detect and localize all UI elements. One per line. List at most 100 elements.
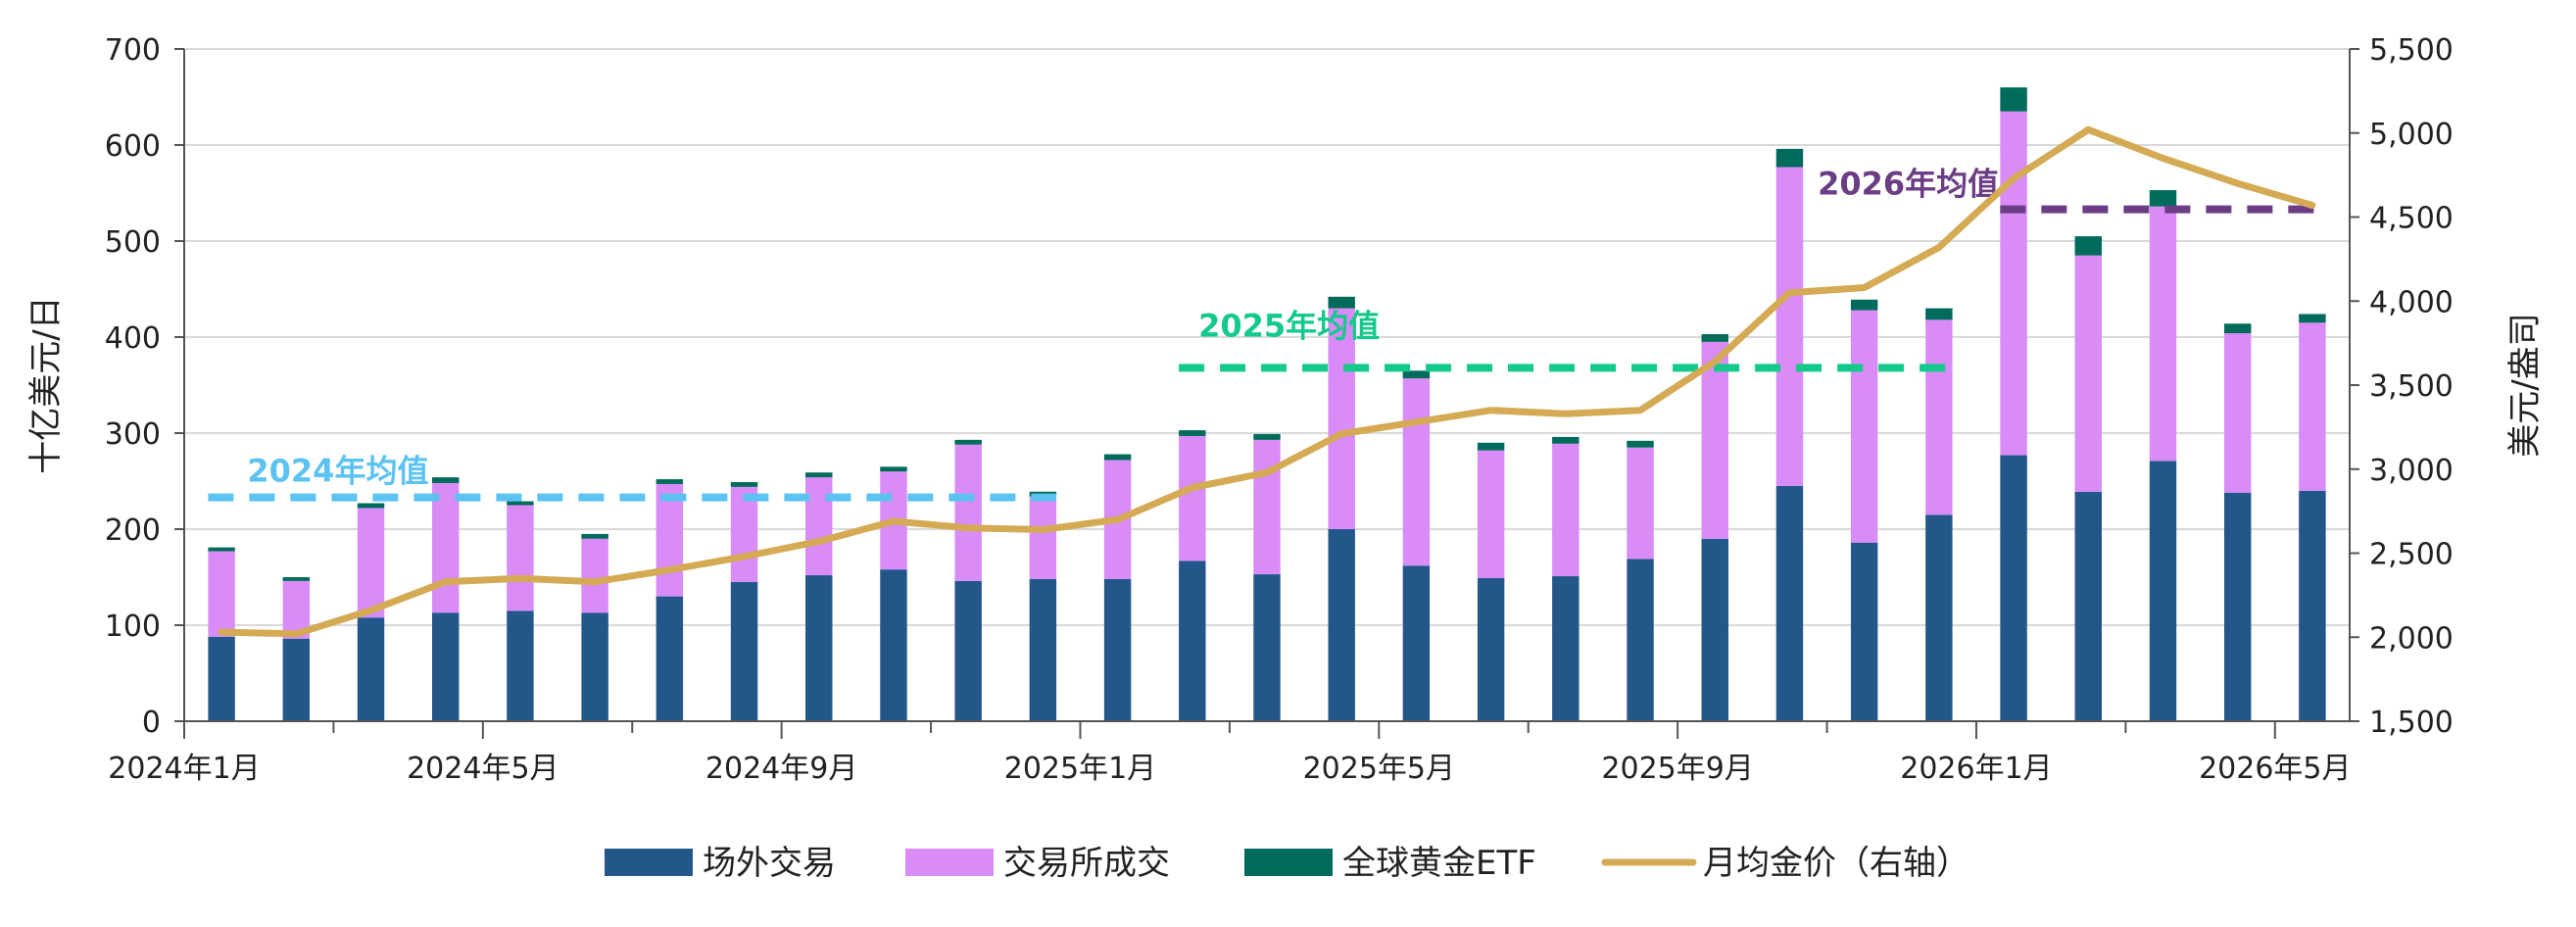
bars-layer bbox=[208, 87, 2326, 721]
bar-otc bbox=[507, 610, 534, 721]
bar-etf bbox=[1328, 296, 1355, 309]
legend-label: 全球黄金ETF bbox=[1342, 844, 1536, 883]
bar-exchange bbox=[1701, 341, 1728, 539]
price-line-layer bbox=[218, 125, 2316, 638]
bar-etf bbox=[1925, 308, 1953, 320]
bar-otc bbox=[656, 596, 684, 721]
x-tick-label: 2024年9月 bbox=[705, 752, 857, 786]
bar-etf bbox=[1477, 442, 1505, 451]
bar-exchange bbox=[507, 505, 534, 611]
bar-etf bbox=[1701, 334, 1728, 342]
bar-etf bbox=[282, 577, 311, 581]
bar-exchange bbox=[730, 486, 758, 582]
bar-otc bbox=[2074, 491, 2102, 721]
x-tick-label: 2024年1月 bbox=[108, 752, 260, 786]
bar-etf bbox=[1775, 148, 1804, 168]
legend-label: 交易所成交 bbox=[1003, 844, 1170, 883]
y-tick-label: 400 bbox=[105, 321, 161, 356]
average-label: 2026年均值 bbox=[1818, 166, 1999, 203]
y-tick-label: 600 bbox=[105, 129, 161, 164]
y2-tick-label: 3,500 bbox=[2369, 369, 2454, 404]
y-tick-label: 300 bbox=[105, 417, 161, 452]
y2-tick-label: 2,000 bbox=[2369, 621, 2454, 656]
bar-otc bbox=[1253, 574, 1281, 721]
y2-axis-title: 美元/盎司 bbox=[2505, 313, 2545, 457]
bar-etf bbox=[1552, 436, 1580, 444]
y2-tick-label: 4,000 bbox=[2369, 285, 2454, 319]
bar-etf bbox=[432, 477, 460, 483]
bar-exchange bbox=[1477, 450, 1505, 578]
bar-exchange bbox=[2299, 322, 2326, 491]
bar-exchange bbox=[1402, 378, 1431, 566]
bar-etf bbox=[1103, 454, 1132, 461]
bar-otc bbox=[730, 581, 758, 721]
legend-label: 月均金价（右轴） bbox=[1703, 844, 1969, 883]
bar-etf bbox=[2149, 190, 2177, 207]
bar-exchange bbox=[805, 477, 833, 576]
bar-otc bbox=[1701, 538, 1728, 721]
y-tick-label: 700 bbox=[105, 33, 161, 68]
x-tick-label: 2025年5月 bbox=[1303, 752, 1455, 786]
bar-exchange bbox=[1552, 443, 1580, 577]
bar-etf bbox=[208, 547, 235, 552]
bar-otc bbox=[1477, 577, 1505, 721]
bar-etf bbox=[2074, 236, 2102, 256]
bar-exchange bbox=[2074, 255, 2102, 492]
legend: 场外交易 交易所成交 全球黄金ETF 月均金价（右轴） bbox=[605, 844, 1969, 883]
legend-swatch bbox=[905, 849, 994, 876]
average-label: 2024年均值 bbox=[247, 453, 428, 490]
bar-otc bbox=[1925, 514, 1953, 721]
bar-exchange bbox=[581, 538, 608, 613]
bar-exchange bbox=[1328, 308, 1355, 529]
bar-exchange bbox=[1627, 447, 1654, 560]
y-tick-label: 0 bbox=[142, 706, 161, 740]
bar-otc bbox=[1328, 529, 1355, 721]
legend-swatch bbox=[1244, 849, 1333, 876]
bar-etf bbox=[507, 501, 534, 506]
bar-etf bbox=[2299, 314, 2326, 323]
bar-exchange bbox=[1925, 319, 1953, 515]
bar-etf bbox=[1179, 430, 1206, 436]
y2-tick-label: 1,500 bbox=[2369, 706, 2454, 740]
bar-otc bbox=[2000, 455, 2027, 721]
x-tick-label: 2026年1月 bbox=[1900, 752, 2052, 786]
bar-etf bbox=[805, 472, 833, 478]
bar-otc bbox=[357, 617, 385, 721]
gold-price-line bbox=[218, 125, 2316, 638]
bar-etf bbox=[1402, 370, 1431, 379]
bar-exchange bbox=[1029, 496, 1057, 579]
bar-otc bbox=[2149, 461, 2177, 721]
bar-etf bbox=[730, 481, 758, 487]
bar-exchange bbox=[1179, 435, 1206, 561]
axes-layer: 0 100 200 300 400 500 600 700 1,500 2,000 2,500 3,0… bbox=[26, 33, 2545, 786]
y-tick-label: 200 bbox=[105, 513, 161, 548]
y2-tick-label: 3,000 bbox=[2369, 454, 2454, 488]
bar-otc bbox=[2223, 492, 2252, 721]
bar-otc bbox=[805, 575, 833, 721]
legend-label: 场外交易 bbox=[703, 844, 836, 883]
x-tick-label: 2025年1月 bbox=[1004, 752, 1156, 786]
bar-etf bbox=[2000, 87, 2027, 112]
y-tick-label: 100 bbox=[105, 610, 161, 644]
bar-etf bbox=[357, 503, 385, 509]
bar-otc bbox=[208, 636, 235, 721]
bar-exchange bbox=[2223, 333, 2252, 493]
bar-otc bbox=[880, 569, 907, 721]
average-lines-layer: 2024年均值 2025年均值 2026年均值 bbox=[208, 166, 2326, 502]
average-label: 2025年均值 bbox=[1198, 307, 1380, 344]
y-tick-label: 500 bbox=[105, 225, 161, 260]
bar-otc bbox=[1552, 576, 1580, 721]
bar-etf bbox=[1850, 299, 1878, 311]
bar-etf bbox=[581, 533, 608, 539]
bar-otc bbox=[954, 580, 982, 721]
y2-tick-label: 5,500 bbox=[2369, 33, 2454, 68]
bar-etf bbox=[656, 479, 684, 484]
y2-tick-label: 4,500 bbox=[2369, 202, 2454, 236]
bar-otc bbox=[1402, 565, 1431, 721]
y2-tick-label: 5,000 bbox=[2369, 118, 2454, 152]
bar-etf bbox=[880, 466, 907, 472]
bar-exchange bbox=[2000, 111, 2027, 456]
x-tick-label: 2025年9月 bbox=[1601, 752, 1753, 786]
bar-exchange bbox=[1850, 310, 1878, 543]
